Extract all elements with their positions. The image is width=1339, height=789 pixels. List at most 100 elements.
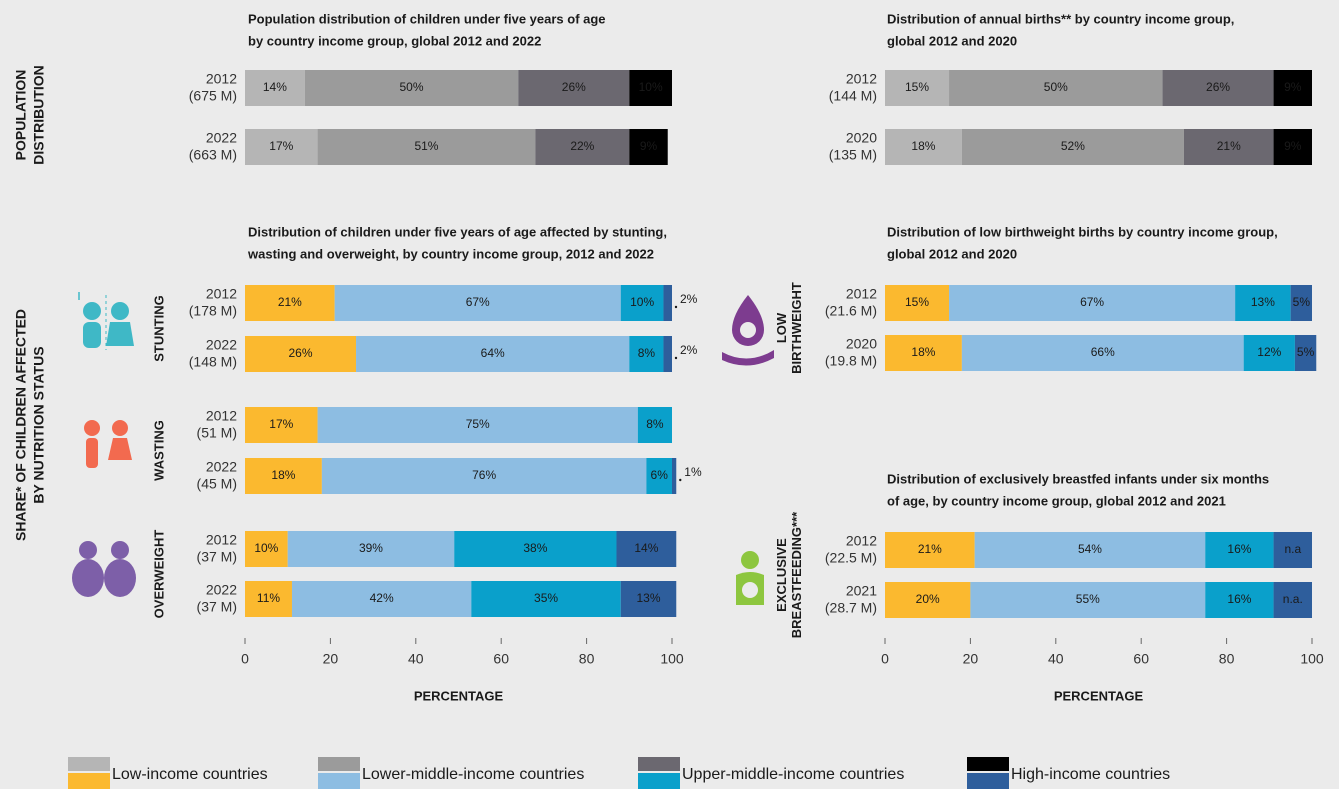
value-label: 76% (472, 468, 496, 482)
value-label: 5% (1293, 295, 1311, 309)
x-tick-label: 20 (323, 651, 339, 667)
x-tick-label: 40 (408, 651, 424, 667)
category-label: 2012 (846, 71, 877, 87)
value-label: 15% (905, 295, 929, 309)
legend-swatch (967, 773, 1009, 789)
value-label: 50% (1044, 80, 1068, 94)
chart-title: by country income group, global 2012 and… (248, 33, 541, 48)
value-label: 52% (1061, 139, 1085, 153)
value-label: 12% (1257, 345, 1281, 359)
value-label: 26% (1206, 80, 1230, 94)
value-label: 10% (630, 295, 654, 309)
value-label: 9% (1284, 139, 1302, 153)
value-label: 64% (481, 346, 505, 360)
value-label: 54% (1078, 542, 1102, 556)
value-label: 15% (905, 80, 929, 94)
value-label: n.a. (1283, 592, 1303, 606)
value-label: 21% (278, 295, 302, 309)
category-label: 2022 (206, 337, 237, 353)
value-label: n.a (1284, 542, 1301, 556)
value-label: 13% (1251, 295, 1275, 309)
category-label: 2021 (846, 583, 877, 599)
value-label: 14% (634, 541, 658, 555)
category-label: 2020 (846, 130, 877, 146)
legend-swatch (68, 757, 110, 771)
category-total: (144 M) (829, 88, 877, 104)
chart-title: Distribution of exclusively breastfed in… (887, 471, 1269, 486)
value-label: 51% (414, 139, 438, 153)
legend-label: Upper-middle-income countries (682, 766, 904, 783)
value-label: 22% (570, 139, 594, 153)
x-tick-label: 80 (1219, 651, 1235, 667)
category-total: (19.8 M) (825, 353, 877, 369)
value-label: 18% (911, 345, 935, 359)
x-tick-label: 0 (241, 651, 249, 667)
value-label: 21% (1217, 139, 1241, 153)
bar-segment (672, 458, 676, 494)
value-label: 66% (1091, 345, 1115, 359)
leader-dot (679, 479, 681, 481)
legend-swatch (68, 773, 110, 789)
value-label: 17% (269, 417, 293, 431)
x-tick-label: 100 (1300, 651, 1324, 667)
value-label: 2% (680, 292, 698, 306)
value-label: 16% (1227, 542, 1251, 556)
value-label: 67% (466, 295, 490, 309)
x-tick-label: 60 (493, 651, 509, 667)
value-label: 21% (918, 542, 942, 556)
legend-swatch (638, 757, 680, 771)
value-label: 14% (263, 80, 287, 94)
value-label: 26% (562, 80, 586, 94)
x-tick-label: 80 (579, 651, 595, 667)
value-label: 16% (1227, 592, 1251, 606)
value-label: 35% (534, 591, 558, 605)
value-label: 13% (636, 591, 660, 605)
background (0, 0, 1339, 789)
leader-dot (675, 306, 677, 308)
x-tick-label: 60 (1133, 651, 1149, 667)
panel-label: LOW (774, 312, 789, 343)
value-label: 8% (646, 417, 664, 431)
value-label: 9% (640, 139, 658, 153)
panel-label: BREASTFEEDING*** (789, 511, 804, 638)
x-tick-label: 100 (660, 651, 684, 667)
category-total: (135 M) (829, 147, 877, 163)
bar-segment (663, 285, 672, 321)
category-label: 2012 (846, 533, 877, 549)
x-axis-label: PERCENTAGE (1054, 688, 1144, 703)
legend-swatch (967, 757, 1009, 771)
category-label: 2022 (206, 582, 237, 598)
value-label: 39% (359, 541, 383, 555)
value-label: 20% (916, 592, 940, 606)
category-label: 2012 (846, 286, 877, 302)
category-label: 2022 (206, 130, 237, 146)
category-label: 2012 (206, 71, 237, 87)
chart-title: wasting and overweight, by country incom… (247, 246, 654, 261)
chart-title: of age, by country income group, global … (887, 493, 1226, 508)
value-label: 17% (269, 139, 293, 153)
value-label: 8% (638, 346, 656, 360)
value-label: 6% (651, 468, 669, 482)
x-axis-label: PERCENTAGE (414, 688, 504, 703)
legend-label: High-income countries (1011, 766, 1170, 783)
legend-swatch (318, 757, 360, 771)
x-tick-label: 40 (1048, 651, 1064, 667)
category-total: (663 M) (189, 147, 237, 163)
category-label: 2012 (206, 408, 237, 424)
bar-segment (663, 336, 672, 372)
infographic: POPULATIONDISTRIBUTIONSHARE* OF CHILDREN… (0, 0, 1339, 789)
value-label: 55% (1076, 592, 1100, 606)
category-total: (28.7 M) (825, 600, 877, 616)
value-label: 50% (400, 80, 424, 94)
chart-title: Distribution of children under five year… (248, 224, 667, 239)
value-label: 10% (639, 80, 663, 94)
value-label: 67% (1080, 295, 1104, 309)
value-label: 18% (911, 139, 935, 153)
category-total: (675 M) (189, 88, 237, 104)
category-total: (21.6 M) (825, 303, 877, 319)
category-total: (45 M) (197, 476, 237, 492)
chart-title: global 2012 and 2020 (887, 246, 1017, 261)
leader-dot (675, 357, 677, 359)
panel-label: STUNTING (151, 295, 166, 361)
chart-title: Distribution of low birthweight births b… (887, 224, 1278, 239)
